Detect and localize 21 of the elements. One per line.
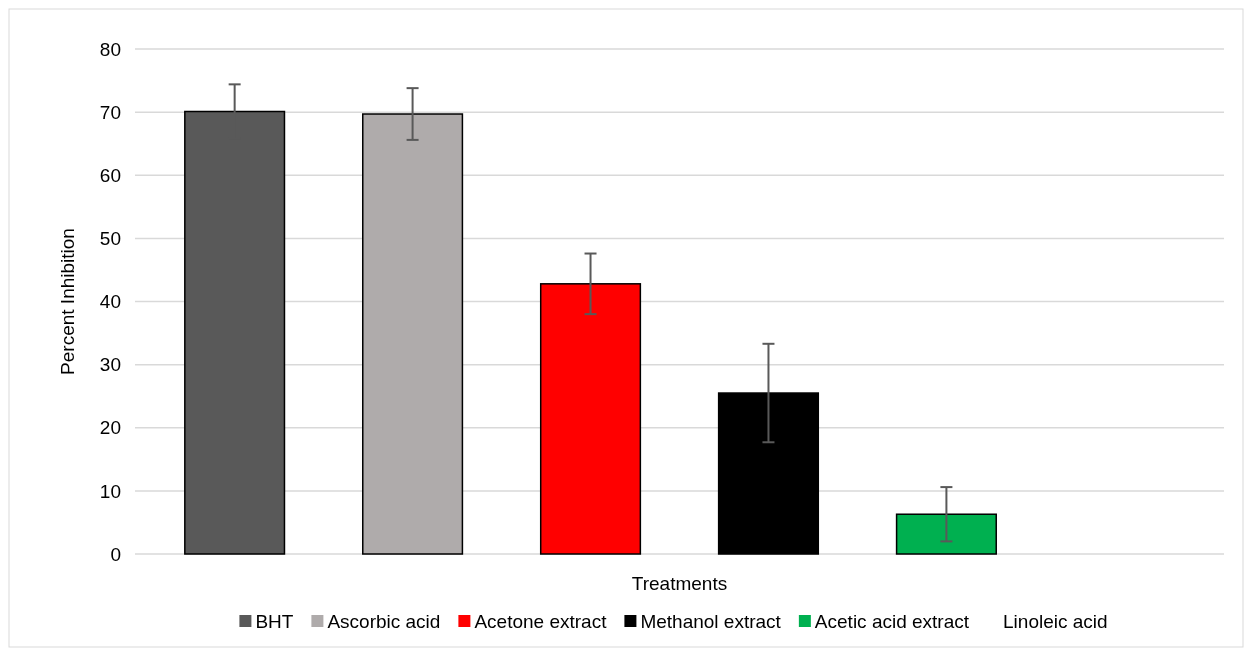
y-tick-label: 30 xyxy=(99,354,121,376)
y-tick-label: 50 xyxy=(99,228,121,250)
y-tick-label: 80 xyxy=(99,38,121,60)
bar xyxy=(539,283,642,555)
bar xyxy=(362,113,464,555)
legend-label: Ascorbic acid xyxy=(327,610,441,632)
legend-label: Methanol extract xyxy=(640,610,782,632)
bar xyxy=(895,513,997,555)
legend-label: BHT xyxy=(255,610,294,632)
y-tick-label: 10 xyxy=(99,480,121,502)
y-tick-label: 20 xyxy=(99,417,121,439)
y-tick-label: 70 xyxy=(99,101,121,123)
legend-label: Acetic acid extract xyxy=(814,610,970,632)
y-axis-title: Percent Inhibition xyxy=(57,228,78,375)
y-tick-label: 40 xyxy=(99,291,121,313)
text: Linoleic acid xyxy=(1003,610,1108,632)
x-axis-title: Treatments xyxy=(631,573,728,594)
y-tick-label: 60 xyxy=(99,164,121,186)
y-tick-label: 0 xyxy=(110,543,121,565)
legend-label: Acetone extract xyxy=(474,610,608,632)
bar xyxy=(717,392,820,555)
